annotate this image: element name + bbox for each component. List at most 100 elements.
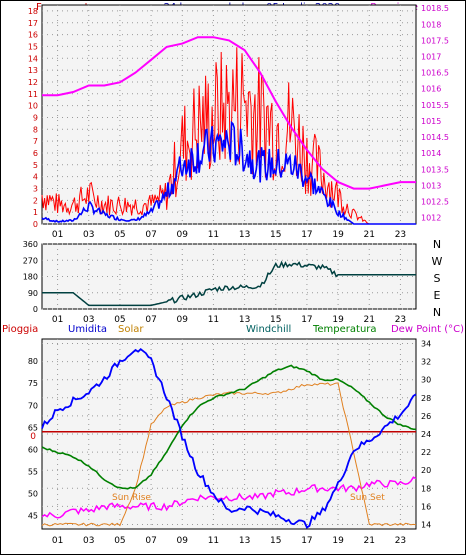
pressure-tick-label: 1017 [421, 53, 441, 62]
x-tick-label: 01 [52, 536, 63, 546]
temperature-tick-label: 14 [421, 520, 431, 529]
wind-tick-label: 12 [28, 78, 38, 87]
wind-tick-label: 5 [33, 161, 38, 170]
legend-solar: Solar [118, 324, 144, 335]
pressure-tick-label: 1016.5 [421, 69, 449, 78]
pressure-tick-label: 1015.5 [421, 101, 449, 110]
x-tick-label: 17 [301, 536, 312, 546]
x-tick-label: 19 [332, 230, 344, 240]
x-tick-label: 17 [301, 230, 312, 240]
compass-label: W [432, 255, 443, 268]
humidity-tick-label: 60 [28, 445, 38, 454]
x-tick-label: 01 [52, 315, 63, 325]
wind-tick-label: 0 [33, 220, 38, 229]
temperature-tick-label: 26 [421, 412, 431, 421]
x-tick-label: 11 [208, 315, 219, 325]
temperature-tick-label: 28 [421, 394, 431, 403]
x-tick-label: 05 [114, 536, 125, 546]
legend-temperature: Temperatura [312, 324, 377, 335]
pressure-tick-label: 1016 [421, 85, 441, 94]
x-tick-label: 09 [177, 315, 189, 325]
legend-rain: Pioggia [2, 324, 38, 335]
wind-tick-label: 10 [28, 102, 38, 111]
temperature-tick-label: 30 [421, 376, 431, 385]
humidity-tick-label: 55 [28, 468, 38, 477]
x-tick-label: 15 [270, 230, 281, 240]
pressure-tick-label: 1018 [421, 20, 441, 29]
x-tick-label: 01 [52, 230, 63, 240]
wind-direction-panel [42, 244, 416, 309]
wind-tick-label: 7 [33, 137, 38, 146]
x-tick-label: 21 [364, 536, 375, 546]
x-tick-label: 07 [145, 230, 156, 240]
x-tick-label: 23 [395, 230, 406, 240]
wind-tick-label: 15 [28, 42, 38, 51]
x-tick-label: 13 [239, 230, 250, 240]
direction-tick-label: 0 [33, 305, 38, 314]
temperature-tick-label: 34 [421, 340, 431, 349]
wind-tick-label: 17 [28, 19, 38, 28]
temperature-tick-label: 16 [421, 502, 431, 511]
x-tick-label: 09 [177, 536, 189, 546]
x-tick-label: 17 [301, 315, 312, 325]
wind-tick-label: 16 [28, 31, 38, 40]
temperature-tick-label: 18 [421, 484, 431, 493]
wind-tick-label: 11 [28, 90, 38, 99]
humidity-tick-label: 50 [28, 490, 38, 499]
humidity-tick-label: 70 [28, 401, 38, 410]
wind-tick-label: 14 [28, 54, 38, 63]
wind-tick-label: 18 [28, 7, 38, 16]
x-tick-label: 13 [239, 536, 250, 546]
x-tick-label: 19 [332, 536, 344, 546]
sun-rise-label: Sun Rise [112, 493, 151, 503]
x-tick-label: 07 [145, 536, 156, 546]
wind-tick-label: 2 [33, 196, 38, 205]
compass-label: N [433, 238, 441, 251]
temperature-tick-label: 32 [421, 358, 431, 367]
temperature-tick-label: 24 [421, 430, 431, 439]
pressure-tick-label: 1014 [421, 149, 441, 158]
wind-tick-label: 9 [33, 113, 38, 122]
x-tick-label: 03 [83, 230, 94, 240]
pressure-tick-label: 1013.5 [421, 165, 449, 174]
wind-tick-label: 1 [33, 208, 38, 217]
legend-windchill: Windchill [246, 324, 291, 335]
wind-tick-label: 4 [33, 173, 38, 182]
humidity-tick-label: 45 [28, 512, 38, 521]
wind-tick-label: 13 [28, 66, 38, 75]
compass-label: E [434, 289, 441, 302]
temperature-tick-label: 20 [421, 466, 431, 475]
wind-tick-label: 3 [33, 184, 38, 193]
x-tick-label: 07 [145, 315, 156, 325]
direction-tick-label: 270 [23, 256, 38, 265]
x-tick-label: 05 [114, 230, 125, 240]
compass-label: S [434, 272, 441, 285]
x-tick-label: 23 [395, 536, 406, 546]
legend-dewpoint: Dew Point (°C) [391, 324, 464, 335]
pressure-tick-label: 1017.5 [421, 36, 449, 45]
rain-zero-label: 0 [30, 432, 36, 442]
pressure-tick-label: 1012 [421, 214, 441, 223]
compass-label: N [433, 306, 441, 319]
wind-tick-label: 8 [33, 125, 38, 134]
legend-humidity: Umidita [68, 324, 107, 335]
sun-set-label: Sun Set [350, 493, 385, 503]
humidity-tick-label: 75 [28, 379, 38, 388]
wind-tick-label: 6 [33, 149, 38, 158]
pressure-tick-label: 1013 [421, 181, 441, 190]
pressure-tick-label: 1012.5 [421, 197, 449, 206]
x-tick-label: 09 [177, 230, 189, 240]
humidity-tick-label: 80 [28, 357, 38, 366]
direction-tick-label: 360 [23, 240, 38, 249]
pressure-tick-label: 1018.5 [421, 4, 449, 13]
pressure-tick-label: 1015 [421, 117, 441, 126]
direction-tick-label: 180 [23, 273, 38, 282]
direction-tick-label: 90 [28, 289, 38, 298]
x-tick-label: 11 [208, 536, 219, 546]
x-tick-label: 11 [208, 230, 219, 240]
x-tick-label: 21 [364, 230, 375, 240]
x-tick-label: 15 [270, 536, 281, 546]
temperature-tick-label: 22 [421, 448, 431, 457]
